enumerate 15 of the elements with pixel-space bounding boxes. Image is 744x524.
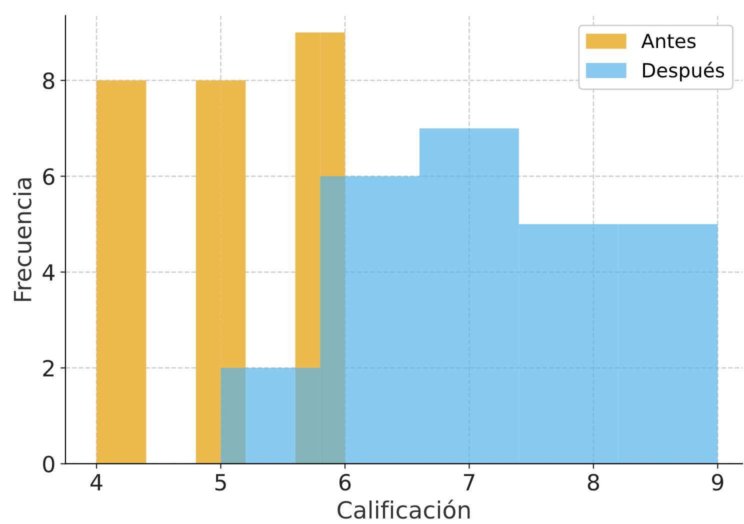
y-tick-label: 8 (43, 72, 54, 90)
legend-label: Después (643, 62, 724, 82)
y-tick-label: 0 (43, 456, 54, 472)
x-tick-label: 5 (215, 474, 226, 491)
y-tick-label: 2 (43, 360, 54, 376)
y-tick-label: 4 (42, 264, 55, 281)
x-tick-label: 7 (464, 474, 474, 490)
x-tick-label: 9 (712, 474, 724, 491)
x-axis-title: Calificación (338, 500, 470, 519)
legend-label: Antes (641, 34, 696, 48)
x-tick-label: 6 (339, 474, 351, 491)
x-tick-label: 4 (90, 474, 102, 490)
x-tick-label: 8 (588, 474, 599, 491)
y-axis-title: Frecuencia (13, 178, 32, 301)
y-tick-label: 6 (43, 168, 54, 185)
